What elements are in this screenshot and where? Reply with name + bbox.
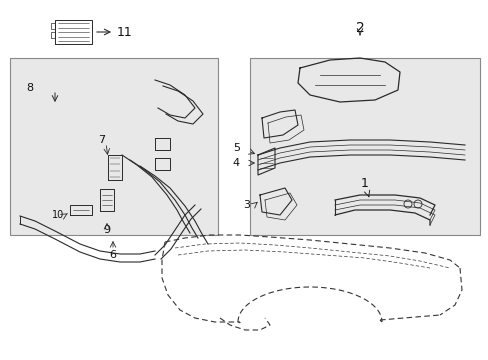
Bar bbox=[51, 32, 55, 38]
Text: 5: 5 bbox=[232, 143, 240, 153]
Text: 8: 8 bbox=[26, 83, 34, 93]
Text: 7: 7 bbox=[98, 135, 105, 145]
Text: 11: 11 bbox=[117, 26, 132, 39]
Bar bbox=[249, 58, 479, 235]
Text: 4: 4 bbox=[232, 158, 240, 168]
Text: 1: 1 bbox=[360, 177, 368, 190]
Bar bbox=[10, 58, 218, 235]
Text: 10: 10 bbox=[52, 210, 64, 220]
Text: 2: 2 bbox=[355, 21, 364, 35]
Text: 6: 6 bbox=[109, 250, 116, 260]
Text: 3: 3 bbox=[243, 200, 249, 210]
Text: 9: 9 bbox=[103, 225, 110, 235]
Bar bbox=[51, 23, 55, 29]
